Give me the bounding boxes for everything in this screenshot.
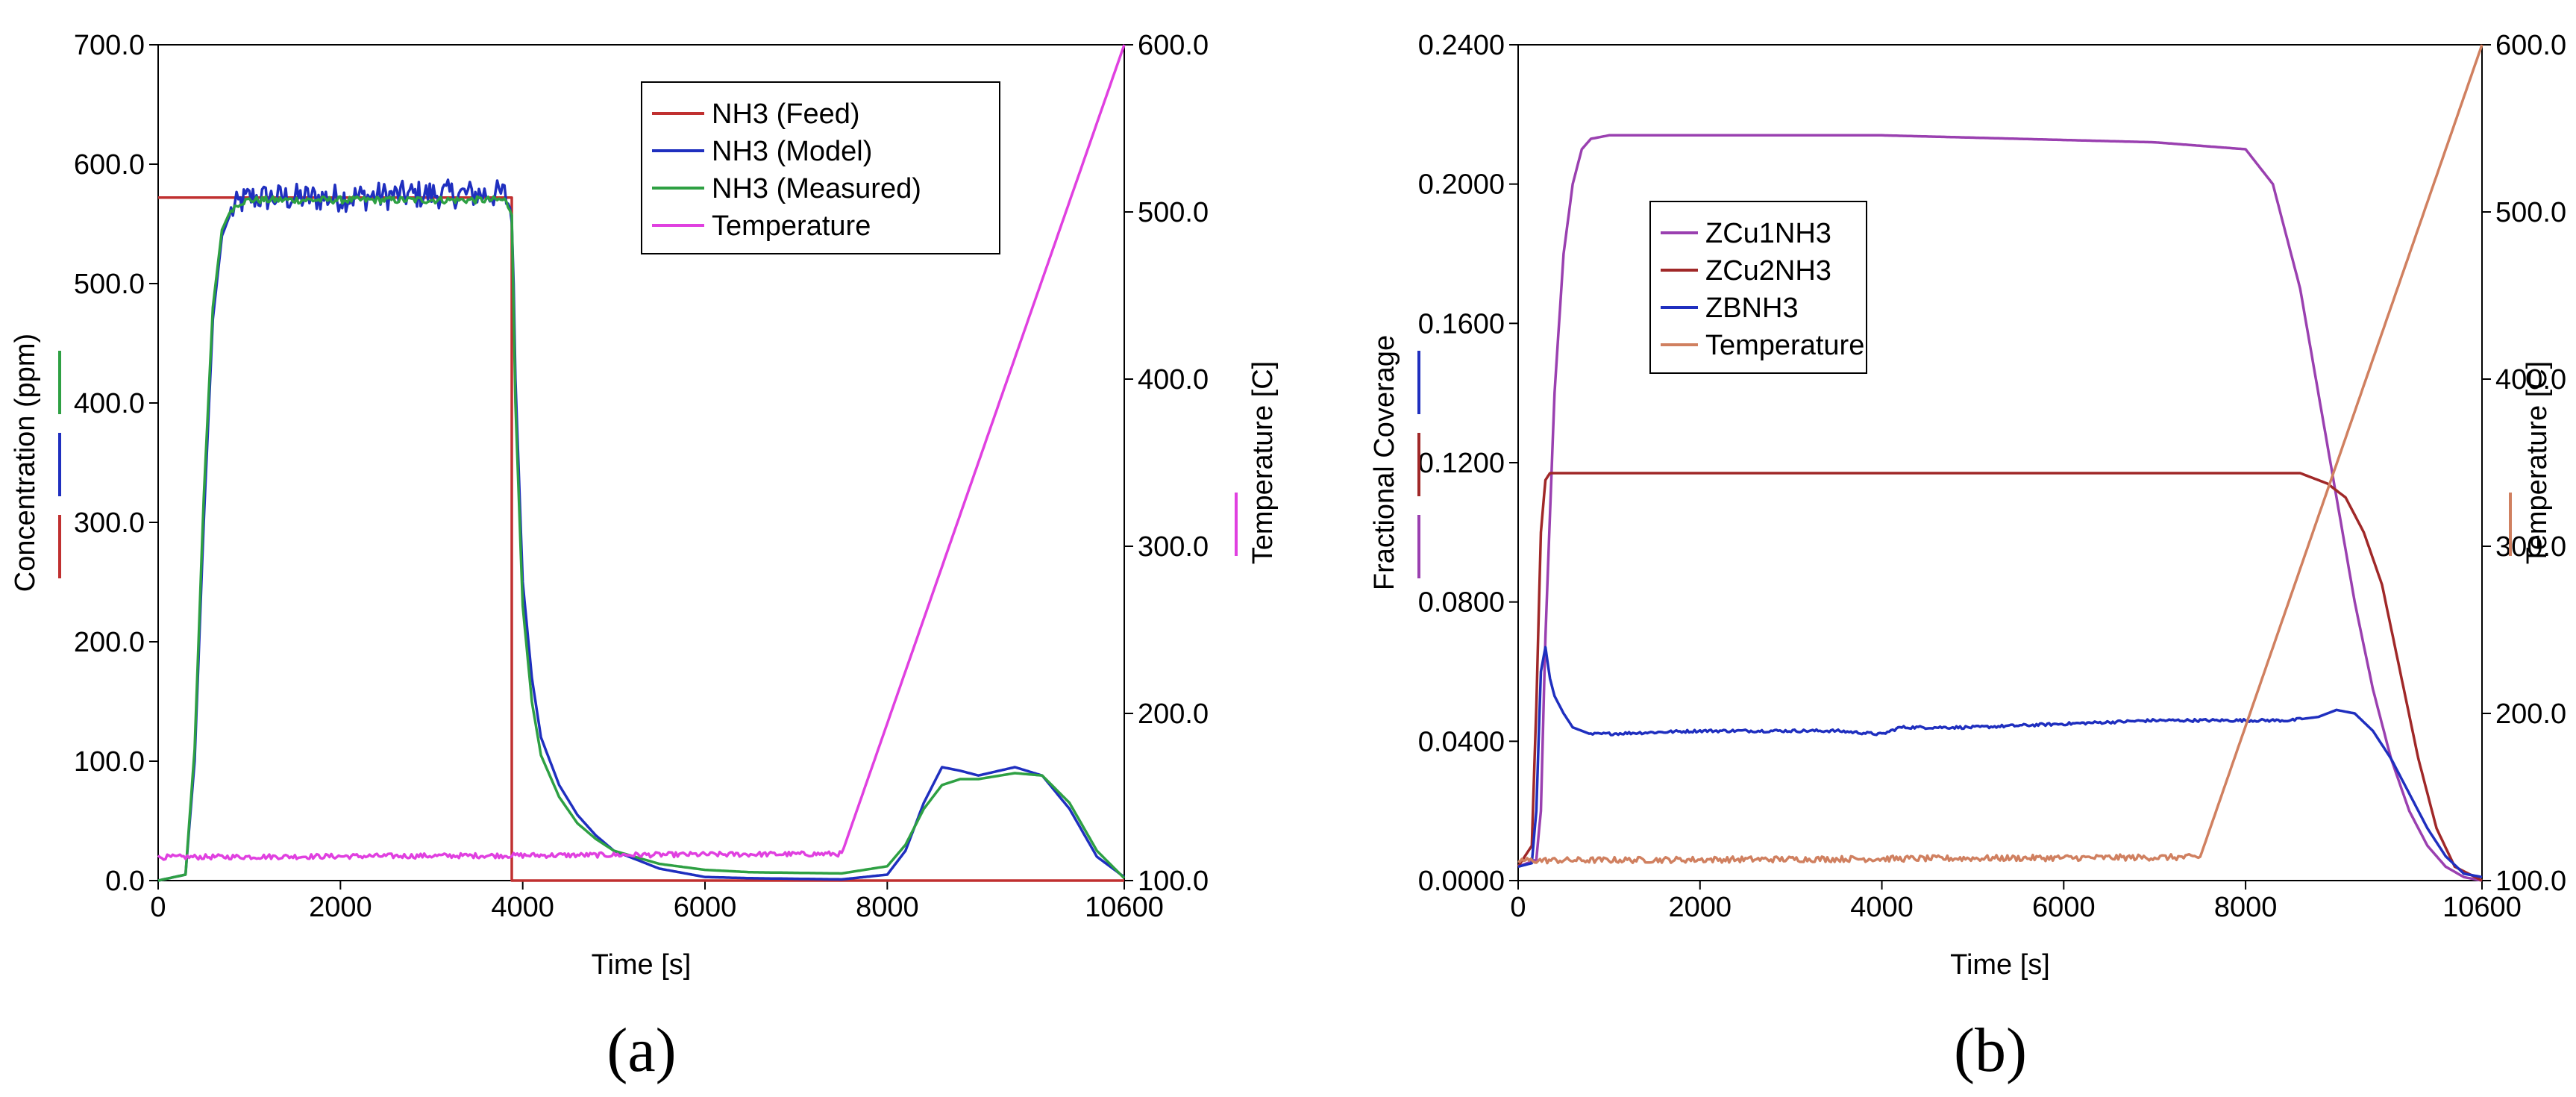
x-tick-label: 10600 (1085, 892, 1164, 923)
panel-label: (a) (607, 1016, 676, 1085)
y-tick-label: 0.2000 (1418, 169, 1505, 201)
legend: NH3 (Feed) NH3 (Model) NH3 (Measured) Tempe… (641, 81, 1000, 254)
x-tick-label: 4000 (1850, 892, 1914, 923)
y-axis-title: Concentration (ppm) (10, 334, 41, 592)
y-tick-label: 300.0 (74, 507, 145, 539)
x-axis-title: Time [s] (592, 949, 692, 981)
x-tick-label: 2000 (1669, 892, 1732, 923)
y-tick-label: 400.0 (74, 388, 145, 419)
y-tick-label: 0.0800 (1418, 587, 1505, 619)
series-line-temperature (157, 44, 1126, 861)
panel-label: (b) (1954, 1016, 2027, 1085)
y-tick-label: 200.0 (74, 627, 145, 658)
y2-tick-label: 300.0 (2495, 531, 2566, 563)
x-tick-label: 6000 (2032, 892, 2096, 923)
x-tick-label: 0 (1510, 892, 1526, 923)
y-tick-label: 0.1200 (1418, 448, 1505, 479)
y-tick-label: 0.0 (105, 866, 145, 897)
legend-label: Temperature (712, 210, 871, 242)
y-tick-label: 700.0 (74, 30, 145, 61)
y-tick-label: 500.0 (74, 269, 145, 300)
y2-tick-label: 500.0 (2495, 197, 2566, 228)
y-tick-label: 0.0400 (1418, 726, 1505, 757)
y-tick-label: 0.0000 (1418, 866, 1505, 897)
y2-tick-label: 200.0 (2495, 698, 2566, 730)
legend-label: ZCu1NH3 (1705, 218, 1831, 249)
legend-label: ZBNH3 (1705, 293, 1799, 324)
series-line-zcu1nh3 (1517, 134, 2483, 882)
y2-axis-title: Temperature [C] (1247, 361, 1279, 564)
y2-tick-label: 500.0 (1138, 197, 1209, 228)
x-tick-label: 8000 (2214, 892, 2278, 923)
y2-axis-title: Temperature [C] (2522, 361, 2553, 564)
y2-tick-label: 600.0 (2495, 30, 2566, 61)
legend: ZCu1NH3 ZCu2NH3 ZBNH3 Temperature (1649, 201, 1867, 374)
series-line-zcu2nh3 (1517, 472, 2483, 882)
series-line-temperature (1517, 44, 2483, 865)
x-tick-label: 0 (150, 892, 166, 923)
x-tick-label: 2000 (309, 892, 372, 923)
series-line-zbnh3 (1517, 646, 2483, 879)
y2-tick-label: 100.0 (1138, 866, 1209, 897)
legend-label: Temperature (1705, 330, 1864, 361)
legend-label: ZCu2NH3 (1705, 255, 1831, 287)
x-tick-label: 10600 (2442, 892, 2522, 923)
y-axis-title: Fractional Coverage (1369, 335, 1400, 590)
chart-panel-2: 0 2000 4000 6000 8000 10600 0.0000 0.0400 0.0800… (1369, 30, 2566, 1085)
y-tick-label: 100.0 (74, 746, 145, 778)
y2-tick-label: 400.0 (1138, 364, 1209, 396)
y-tick-label: 600.0 (74, 149, 145, 181)
series-line-nh3-measured (157, 195, 1126, 882)
y2-tick-label: 300.0 (1138, 531, 1209, 563)
x-tick-label: 6000 (674, 892, 737, 923)
y2-tick-label: 200.0 (1138, 698, 1209, 730)
series-line-nh3-model (157, 178, 1126, 882)
y2-tick-label: 100.0 (2495, 866, 2566, 897)
chart-panel-1: 0 2000 4000 6000 8000 10600 0.0 100.0 200.0 300.0… (10, 30, 1279, 1085)
x-tick-label: 8000 (856, 892, 919, 923)
y2-tick-label: 600.0 (1138, 30, 1209, 61)
y2-tick-label: 400.0 (2495, 364, 2566, 396)
y-tick-label: 0.2400 (1418, 30, 1505, 61)
legend-label: NH3 (Measured) (712, 173, 921, 204)
legend-label: NH3 (Feed) (712, 99, 860, 130)
x-tick-label: 4000 (491, 892, 554, 923)
legend-label: NH3 (Model) (712, 136, 872, 167)
x-axis-title: Time [s] (1950, 949, 2050, 981)
y-tick-label: 0.1600 (1418, 308, 1505, 340)
